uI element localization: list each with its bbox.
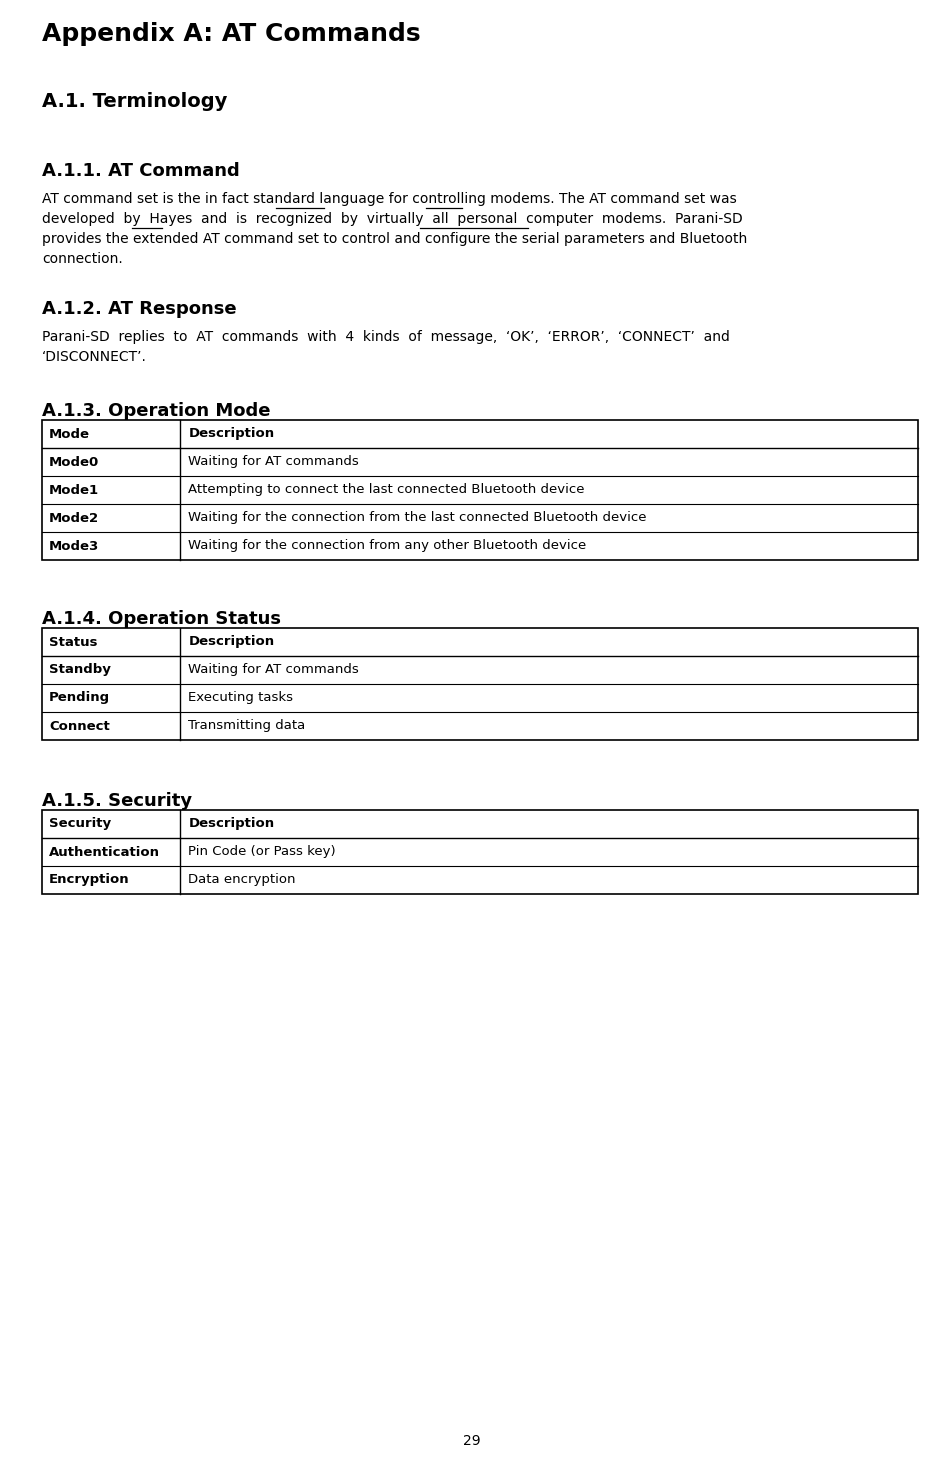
Text: Mode2: Mode2 (49, 512, 99, 525)
Text: connection.: connection. (42, 252, 123, 266)
Text: AT command set is the in fact standard language for controlling modems. The AT c: AT command set is the in fact standard l… (42, 192, 736, 206)
Text: Connect: Connect (49, 720, 110, 733)
Text: A.1.5. Security: A.1.5. Security (42, 791, 193, 811)
Text: Standby: Standby (49, 664, 110, 676)
Text: Data encryption: Data encryption (189, 873, 295, 887)
Text: Transmitting data: Transmitting data (189, 720, 306, 733)
Text: Description: Description (189, 635, 275, 648)
Text: Authentication: Authentication (49, 846, 160, 859)
Text: Waiting for the connection from the last connected Bluetooth device: Waiting for the connection from the last… (189, 512, 647, 525)
Text: Appendix A: AT Commands: Appendix A: AT Commands (42, 22, 421, 45)
Text: A.1.4. Operation Status: A.1.4. Operation Status (42, 610, 281, 628)
Text: Executing tasks: Executing tasks (189, 692, 294, 705)
Text: Status: Status (49, 635, 97, 648)
Text: provides the extended AT command set to control and configure the serial paramet: provides the extended AT command set to … (42, 233, 748, 246)
Text: A.1.3. Operation Mode: A.1.3. Operation Mode (42, 402, 271, 420)
Text: A.1. Terminology: A.1. Terminology (42, 92, 228, 111)
Text: Pin Code (or Pass key): Pin Code (or Pass key) (189, 846, 336, 859)
Text: 29: 29 (464, 1434, 480, 1448)
Text: Mode1: Mode1 (49, 483, 99, 496)
Bar (42, 628, 918, 740)
Text: Mode: Mode (49, 427, 90, 440)
Text: A.1.2. AT Response: A.1.2. AT Response (42, 300, 237, 317)
Text: Pending: Pending (49, 692, 110, 705)
Text: Attempting to connect the last connected Bluetooth device: Attempting to connect the last connected… (189, 483, 585, 496)
Text: ‘DISCONNECT’.: ‘DISCONNECT’. (42, 350, 147, 364)
Text: Waiting for the connection from any other Bluetooth device: Waiting for the connection from any othe… (189, 540, 586, 553)
Text: Description: Description (189, 818, 275, 831)
Text: Waiting for AT commands: Waiting for AT commands (189, 664, 359, 676)
Text: Description: Description (189, 427, 275, 440)
Bar (42, 811, 918, 894)
Text: Encryption: Encryption (49, 873, 129, 887)
Text: Mode3: Mode3 (49, 540, 99, 553)
Text: Waiting for AT commands: Waiting for AT commands (189, 455, 359, 468)
Text: Mode0: Mode0 (49, 455, 99, 468)
Text: Parani-SD  replies  to  AT  commands  with  4  kinds  of  message,  ‘OK’,  ‘ERRO: Parani-SD replies to AT commands with 4 … (42, 331, 730, 344)
Text: Security: Security (49, 818, 111, 831)
Bar (42, 420, 918, 560)
Text: A.1.1. AT Command: A.1.1. AT Command (42, 162, 240, 180)
Text: developed  by  Hayes  and  is  recognized  by  virtually  all  personal  compute: developed by Hayes and is recognized by … (42, 212, 743, 225)
